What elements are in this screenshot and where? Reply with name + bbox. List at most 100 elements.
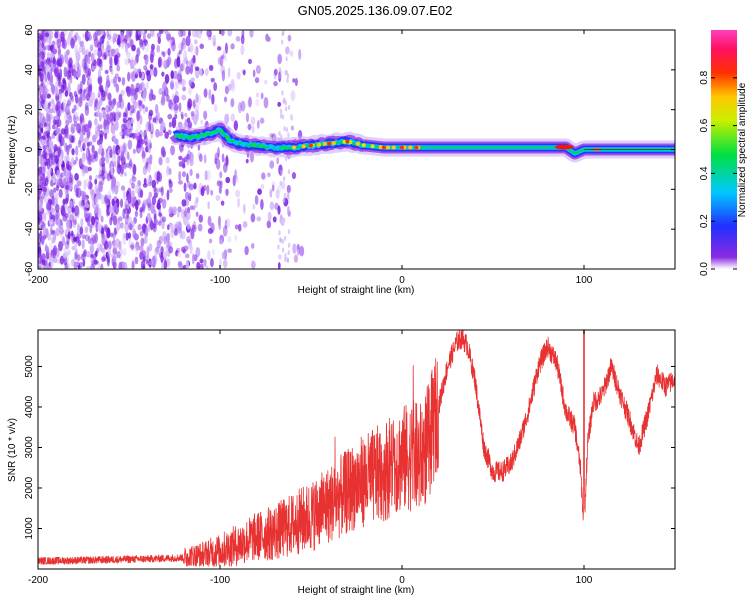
spectrogram-noise-cell bbox=[68, 134, 74, 144]
spectrogram-noise-cell bbox=[180, 30, 184, 38]
spectrogram-noise-cell bbox=[140, 81, 145, 92]
spectrogram-noise-cell bbox=[174, 81, 179, 87]
spectrogram-noise-cell bbox=[66, 219, 71, 231]
spectrogram-noise-cell bbox=[70, 95, 74, 103]
spectrogram-noise-cell bbox=[89, 237, 95, 245]
spectrogram-noise-cell bbox=[138, 71, 142, 79]
spectrogram-noise-cell bbox=[277, 53, 282, 65]
spectrogram-noise-cell bbox=[290, 125, 294, 131]
spectrogram-noise-cell bbox=[42, 90, 47, 101]
spectrogram-noise-cell bbox=[170, 145, 176, 156]
spectrogram-noise-cell bbox=[227, 30, 233, 37]
spectrogram-noise-cell bbox=[96, 102, 101, 111]
spectrogram-noise-cell bbox=[60, 136, 65, 147]
spectrogram-noise-cell bbox=[216, 46, 222, 51]
spectrogram-noise-cell bbox=[89, 224, 93, 234]
spectrogram-noise-cell bbox=[61, 42, 66, 48]
spectrogram-noise-cell bbox=[38, 75, 41, 84]
spectrogram-noise-cell bbox=[283, 235, 287, 241]
spectrogram-noise-cell bbox=[142, 203, 145, 211]
spectrogram-noise-cell bbox=[176, 56, 181, 68]
spectrogram-noise-cell bbox=[283, 257, 287, 263]
spectrogram-noise-cell bbox=[206, 184, 210, 196]
spectrogram-noise-cell bbox=[289, 50, 294, 57]
spectrogram-noise-cell bbox=[136, 121, 141, 131]
spectrogram-noise-cell bbox=[281, 238, 284, 244]
spectrogram-noise-cell bbox=[110, 48, 116, 57]
spectrogram-noise-cell bbox=[292, 78, 296, 83]
spectrogram-noise-cell bbox=[38, 265, 42, 269]
spectrogram-noise-cell bbox=[42, 144, 48, 150]
spectrogram-noise-cell bbox=[210, 189, 214, 196]
spectrogram-noise-cell bbox=[236, 71, 241, 80]
spectrogram-noise-cell bbox=[188, 86, 192, 96]
spectrogram-noise-cell bbox=[91, 91, 96, 102]
spectrogram-noise-cell bbox=[137, 223, 142, 231]
spectrogram-noise-cell bbox=[206, 170, 211, 181]
spectrogram-noise-cell bbox=[38, 84, 41, 91]
spectrogram-noise-cell bbox=[135, 199, 139, 211]
spectrogram-noise-cell bbox=[40, 157, 45, 166]
spectrogram-noise-cell bbox=[75, 156, 79, 162]
spectrogram-noise-cell bbox=[63, 257, 68, 266]
spectrogram-noise-cell bbox=[112, 33, 116, 45]
snr-x-ticks: -200 -100 0 100 bbox=[28, 330, 593, 586]
spectrogram-noise-cell bbox=[127, 139, 133, 150]
spectrogram-noise-cell bbox=[277, 205, 281, 215]
spectrogram-noise-cell bbox=[82, 165, 87, 174]
spectrogram-noise-cell bbox=[166, 189, 170, 201]
spectrogram-noise-cell bbox=[79, 40, 84, 48]
spectrogram-noise-cell bbox=[57, 147, 61, 158]
y-tick-label: 0 bbox=[24, 146, 35, 152]
spectrogram-noise-cell bbox=[104, 240, 109, 250]
spectrogram-noise-cell bbox=[208, 89, 212, 100]
spectrogram-noise-cell bbox=[38, 148, 42, 157]
spectrogram-noise-cell bbox=[168, 121, 172, 128]
spectrogram-noise-cell bbox=[148, 120, 151, 132]
spectrogram-noise-cell bbox=[151, 43, 155, 51]
spectrogram-noise-cell bbox=[224, 55, 228, 63]
spectrogram-noise-cell bbox=[219, 180, 223, 189]
spectrogram-noise-cell bbox=[181, 171, 187, 178]
spectrogram-noise-cell bbox=[225, 188, 229, 196]
spectrogram-noise-cell bbox=[292, 243, 297, 254]
spectrogram-noise-cell bbox=[286, 192, 290, 198]
spectrogram-noise-cell bbox=[58, 90, 63, 100]
spectrogram-noise-cell bbox=[80, 199, 85, 206]
spectrogram-noise-cell bbox=[273, 81, 278, 87]
spectrogram-noise-cell bbox=[177, 206, 182, 213]
spectrogram-noise-cell bbox=[281, 247, 285, 253]
spectrogram-noise-cell bbox=[112, 254, 117, 263]
spectrogram-noise-cell bbox=[155, 128, 160, 138]
spectrogram-noise-cell bbox=[230, 43, 235, 50]
spectrogram-noise-cell bbox=[176, 95, 180, 103]
spectrogram-noise-cell bbox=[267, 211, 272, 222]
spectrogram-noise-cell bbox=[45, 201, 51, 212]
spectrogram-noise-cell bbox=[106, 44, 112, 53]
spectrogram-noise-cell bbox=[43, 212, 47, 222]
spectrogram-noise-cell bbox=[77, 180, 82, 187]
spectrogram-noise-cell bbox=[71, 135, 76, 143]
spectrogram-noise-cell bbox=[169, 208, 174, 214]
spectrogram-noise-cell bbox=[281, 114, 285, 120]
spectrogram-noise-cell bbox=[46, 112, 49, 123]
spectrogram-noise-cell bbox=[107, 240, 112, 250]
spectrogram-noise-cell bbox=[124, 171, 127, 177]
spectrogram-noise-cell bbox=[54, 178, 60, 184]
spectrogram-noise-cell bbox=[255, 65, 261, 75]
spectrogram-noise-cell bbox=[287, 229, 291, 235]
spectrogram-noise-cell bbox=[225, 176, 231, 184]
x-tick-label: -200 bbox=[28, 275, 48, 286]
spectrogram-noise-cell bbox=[45, 251, 49, 262]
spectrogram-noise-cell bbox=[66, 99, 72, 107]
spectrogram-noise-cell bbox=[285, 127, 289, 133]
spectrogram-noise-cell bbox=[118, 111, 122, 118]
spectrogram-noise-cell bbox=[157, 57, 162, 68]
spectrogram-noise-cell bbox=[164, 30, 169, 35]
snr-frame bbox=[37, 329, 676, 570]
spectrogram-noise-cell bbox=[107, 194, 112, 201]
spectrogram-noise-cell bbox=[294, 77, 298, 87]
spectrogram-noise-cell bbox=[115, 83, 120, 93]
spectrogram-noise-cell bbox=[121, 76, 126, 86]
spectrogram-noise-cell bbox=[96, 263, 102, 269]
